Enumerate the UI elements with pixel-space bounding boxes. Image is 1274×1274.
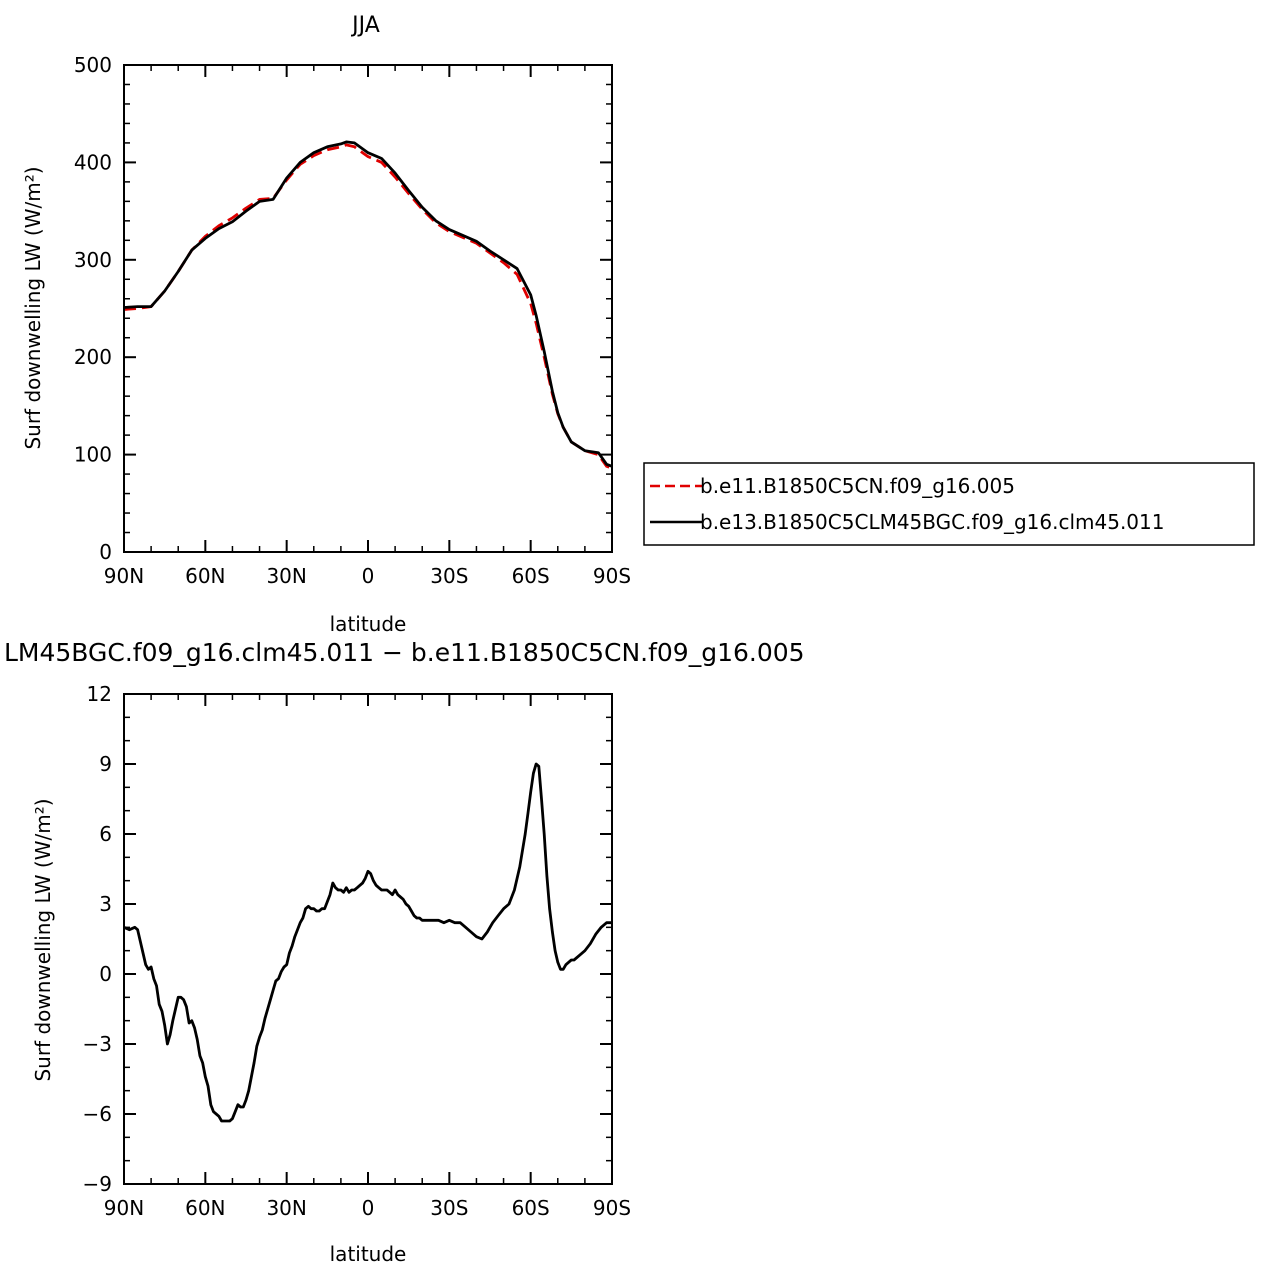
bottom-x-tick-label: 90S [593,1196,631,1220]
top-x-axis-label: latitude [330,612,407,636]
top-x-tick-label: 60N [185,564,225,588]
top-x-tick-label: 90N [104,564,144,588]
top-series-line-2 [123,140,613,468]
top-panel: JJA 90N 60N 30N 0 30S 60S 90S0100200300400500 … [21,13,631,636]
bottom-y-tick-label: 9 [99,752,112,776]
bottom-x-axis-label: latitude [330,1242,407,1266]
bottom-y-tick-label: 12 [87,682,112,706]
top-x-tick-label: 30S [430,564,468,588]
bottom-y-tick-label: −3 [83,1032,112,1056]
bottom-x-tick-label: 30S [430,1196,468,1220]
bottom-y-tick-label: 3 [99,892,112,916]
legend-entry-1: b.e11.B1850C5CN.f09_g16.005 [700,474,1015,498]
top-x-tick-label: 60S [512,564,550,588]
bottom-y-tick-label: 0 [99,962,112,986]
top-y-tick-label: 200 [74,345,112,369]
bottom-x-tick-label: 90N [104,1196,144,1220]
top-x-tick-label: 30N [266,564,306,588]
top-plot-area: 90N 60N 30N 0 30S 60S 90S 0 100 200 300 400 500 [74,53,631,588]
top-y-tick-label: 0 [99,540,112,564]
bottom-plot-area: 90N 60N 30N 0 30S 60S 90S −9 −6 −3 0 3 6 9 12 [83,682,632,1220]
top-x-tick-label: 90S [593,564,631,588]
bottom-y-tick-label: −9 [83,1172,112,1196]
bottom-y-axis-label: Surf downwelling LW (W/m²) [31,798,55,1081]
bottom-y-tick-label: 6 [99,822,112,846]
bottom-panel: LM45BGC.f09_g16.clm45.011 − b.e11.B1850C… [4,638,805,1266]
top-plot-frame [123,64,613,553]
bottom-chart-title: LM45BGC.f09_g16.clm45.011 − b.e11.B1850C… [4,638,805,667]
legend-entry-2: b.e13.B1850C5CLM45BGC.f09_g16.clm45.011 [700,510,1164,534]
bottom-y-tick-label: −6 [83,1102,112,1126]
top-chart-title: JJA [350,13,380,38]
top-y-tick-label: 500 [74,53,112,77]
top-series-line-1 [123,143,613,470]
legend: b.e11.B1850C5CN.f09_g16.005 b.e13.B1850C… [643,462,1255,546]
bottom-x-tick-label: 60S [512,1196,550,1220]
top-y-tick-label: 400 [74,150,112,174]
bottom-x-tick-label: 0 [362,1196,375,1220]
bottom-x-tick-label: 60N [185,1196,225,1220]
bottom-series-line-1 [123,762,612,1123]
top-y-tick-label: 100 [74,443,112,467]
top-x-tick-label: 0 [362,564,375,588]
top-y-tick-label: 300 [74,248,112,272]
top-y-axis-label: Surf downwelling LW (W/m²) [21,166,45,449]
bottom-plot-frame [123,693,613,1185]
bottom-x-tick-label: 30N [266,1196,306,1220]
legend-box [643,462,1255,546]
